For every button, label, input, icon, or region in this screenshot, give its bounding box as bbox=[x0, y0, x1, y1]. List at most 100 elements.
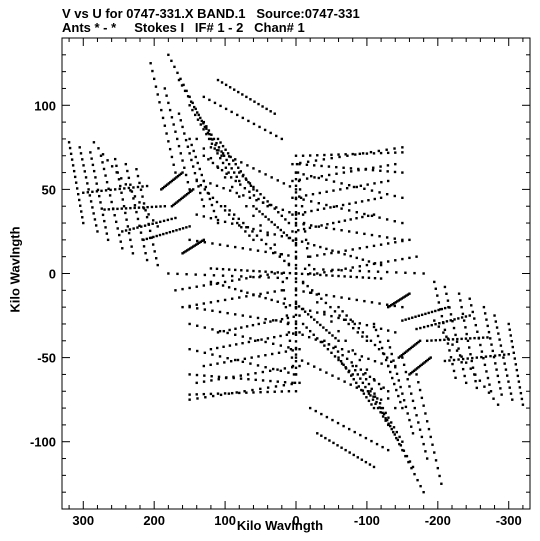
uv-point bbox=[397, 394, 400, 398]
uv-point bbox=[201, 239, 204, 243]
y-tick-label: -100 bbox=[30, 435, 56, 450]
uv-point bbox=[497, 380, 501, 384]
uv-point bbox=[360, 200, 364, 203]
uv-point bbox=[487, 391, 491, 394]
uv-point bbox=[235, 391, 238, 394]
uv-point bbox=[517, 380, 521, 383]
uv-point bbox=[99, 154, 103, 157]
uv-point bbox=[499, 344, 503, 347]
uv-point bbox=[364, 436, 368, 440]
uv-track-conjugate bbox=[195, 137, 298, 275]
uv-point bbox=[89, 200, 93, 203]
uv-point bbox=[252, 227, 255, 231]
uv-point bbox=[294, 302, 298, 305]
uv-track bbox=[160, 171, 184, 191]
uv-point bbox=[370, 403, 373, 406]
uv-point bbox=[252, 194, 256, 197]
uv-point bbox=[155, 257, 158, 260]
uv-track bbox=[415, 373, 443, 485]
uv-point bbox=[401, 448, 404, 452]
uv-point bbox=[294, 390, 298, 393]
uv-point bbox=[294, 300, 298, 303]
uv-point bbox=[96, 230, 99, 233]
uv-point bbox=[351, 152, 354, 156]
uv-point bbox=[174, 130, 177, 133]
uv-point bbox=[373, 395, 377, 398]
uv-point bbox=[222, 186, 225, 190]
uv-point bbox=[354, 352, 357, 356]
uv-point bbox=[179, 197, 183, 201]
uv-point bbox=[341, 203, 345, 207]
uv-point bbox=[321, 340, 324, 344]
uv-point bbox=[209, 280, 213, 284]
uv-point bbox=[192, 149, 195, 153]
uv-point bbox=[364, 385, 367, 389]
uv-point bbox=[221, 161, 225, 165]
uv-point bbox=[393, 220, 396, 223]
uv-track bbox=[401, 356, 429, 460]
uv-point bbox=[496, 374, 500, 378]
uv-point bbox=[203, 188, 207, 191]
uv-track bbox=[308, 238, 411, 258]
uv-point bbox=[408, 292, 411, 295]
uv-point bbox=[361, 215, 364, 219]
uv-point bbox=[313, 176, 316, 179]
uv-point bbox=[394, 366, 397, 369]
uv-point bbox=[386, 260, 390, 263]
uv-point bbox=[342, 363, 345, 367]
uv-point bbox=[286, 316, 290, 320]
uv-point bbox=[385, 418, 389, 422]
uv-point bbox=[328, 331, 331, 335]
uv-point bbox=[431, 443, 434, 446]
uv-point bbox=[255, 234, 259, 237]
uv-point bbox=[129, 238, 132, 242]
uv-point bbox=[394, 331, 397, 334]
uv-point bbox=[351, 349, 354, 352]
uv-point bbox=[236, 221, 239, 225]
uv-point bbox=[146, 205, 149, 209]
uv-point bbox=[221, 284, 225, 287]
uv-point bbox=[384, 411, 387, 415]
uv-point bbox=[457, 317, 460, 320]
uv-point bbox=[151, 69, 154, 73]
uv-point bbox=[397, 379, 401, 382]
uv-point bbox=[413, 271, 416, 275]
uv-point bbox=[203, 308, 207, 311]
uv-point bbox=[318, 191, 322, 195]
uv-point bbox=[325, 371, 328, 374]
uv-point bbox=[392, 426, 396, 429]
uv-point bbox=[415, 327, 418, 331]
uv-point bbox=[167, 53, 170, 57]
uv-point bbox=[243, 357, 247, 361]
uv-point bbox=[276, 271, 279, 274]
uv-point bbox=[401, 171, 404, 174]
uv-point bbox=[365, 335, 369, 338]
uv-point bbox=[184, 250, 187, 253]
uv-point bbox=[379, 243, 383, 246]
uv-point bbox=[355, 386, 358, 389]
uv-point bbox=[257, 102, 260, 106]
uv-point bbox=[344, 267, 347, 270]
uv-point bbox=[183, 132, 186, 135]
uv-point bbox=[152, 77, 156, 81]
uv-point bbox=[437, 325, 441, 328]
uv-point bbox=[325, 274, 328, 277]
uv-point bbox=[259, 292, 262, 296]
uv-point bbox=[506, 374, 509, 377]
uv-point bbox=[202, 179, 206, 183]
uv-track-conjugate bbox=[301, 280, 369, 342]
uv-point bbox=[136, 226, 139, 229]
uv-point bbox=[366, 214, 370, 218]
uv-point bbox=[107, 208, 111, 211]
uv-point bbox=[337, 153, 340, 156]
uv-point bbox=[294, 196, 298, 200]
uv-point bbox=[288, 271, 292, 275]
uv-point bbox=[257, 322, 260, 326]
uv-point bbox=[251, 323, 255, 327]
uv-point bbox=[447, 338, 450, 341]
uv-point bbox=[323, 153, 326, 157]
uv-point bbox=[298, 314, 301, 317]
uv-point bbox=[330, 320, 333, 323]
uv-point bbox=[398, 442, 401, 446]
uv-point bbox=[487, 330, 491, 334]
